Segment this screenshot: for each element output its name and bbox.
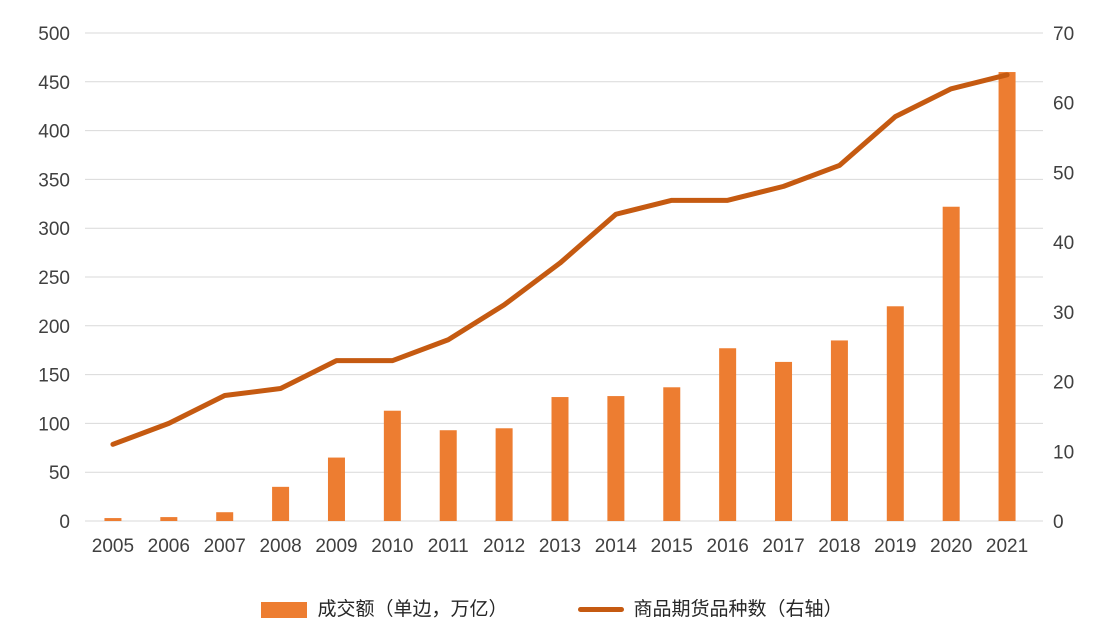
x-axis-label: 2015: [651, 536, 693, 557]
legend-bar-label: 成交额（单边，万亿）: [317, 599, 508, 620]
bar: [998, 72, 1016, 521]
bar: [830, 340, 848, 521]
x-axis-label: 2014: [595, 536, 638, 557]
x-axis-label: 2017: [762, 536, 804, 557]
y-axis-right-label: 70: [1053, 24, 1074, 45]
bar: [216, 512, 234, 521]
y-axis-left-label: 450: [38, 73, 70, 94]
x-axis-label: 2005: [92, 536, 134, 557]
bar: [607, 396, 625, 521]
bar: [104, 518, 122, 521]
y-axis-left-label: 500: [38, 24, 70, 45]
legend-item-bar: 成交额（单边，万亿）: [261, 599, 508, 620]
bar: [663, 387, 681, 521]
bar: [551, 397, 569, 521]
x-axis-label: 2021: [986, 536, 1028, 557]
y-axis-left-label: 150: [38, 366, 70, 387]
y-axis-left-label: 350: [38, 170, 70, 191]
bar: [775, 361, 793, 521]
x-axis-label: 2020: [930, 536, 972, 557]
y-axis-right-label: 50: [1053, 163, 1074, 184]
y-axis-left-label: 300: [38, 219, 70, 240]
x-axis-label: 2019: [874, 536, 916, 557]
legend-line-label: 商品期货品种数（右轴）: [633, 599, 843, 620]
x-axis-label: 2011: [428, 536, 469, 557]
y-axis-right-label: 30: [1053, 303, 1074, 324]
bar: [719, 348, 737, 521]
x-axis-label: 2008: [259, 536, 301, 557]
legend-line-swatch: [577, 607, 624, 612]
x-axis-label: 2006: [148, 536, 190, 557]
legend-item-line: 商品期货品种数（右轴）: [577, 599, 843, 620]
bar: [439, 430, 457, 521]
y-axis-right-label: 10: [1053, 442, 1074, 463]
x-axis-label: 2007: [204, 536, 246, 557]
chart-legend: 成交额（单边，万亿） 商品期货品种数（右轴）: [0, 600, 1104, 619]
x-axis-label: 2013: [539, 536, 581, 557]
y-axis-right-label: 0: [1053, 512, 1064, 533]
y-axis-right-label: 60: [1053, 94, 1074, 115]
bar: [383, 410, 401, 521]
y-axis-left-label: 100: [38, 414, 70, 435]
y-axis-left-label: 0: [59, 512, 70, 533]
x-axis-label: 2018: [818, 536, 860, 557]
x-axis-label: 2010: [371, 536, 413, 557]
x-axis-label: 2009: [315, 536, 357, 557]
y-axis-right-label: 20: [1053, 373, 1074, 394]
y-axis-left-label: 400: [38, 122, 70, 143]
bar: [495, 428, 513, 521]
legend-bar-swatch: [261, 601, 308, 618]
x-axis-label: 2012: [483, 536, 525, 557]
y-axis-left-label: 200: [38, 317, 70, 338]
trend-line: [110, 72, 1010, 447]
bar: [160, 517, 178, 521]
y-axis-right-label: 40: [1053, 233, 1074, 254]
bar: [327, 457, 345, 521]
bar: [886, 306, 904, 521]
y-axis-left-label: 50: [49, 463, 70, 484]
y-axis-left-label: 250: [38, 268, 70, 289]
bar: [272, 486, 290, 521]
x-axis-label: 2016: [707, 536, 749, 557]
bar: [942, 206, 960, 521]
